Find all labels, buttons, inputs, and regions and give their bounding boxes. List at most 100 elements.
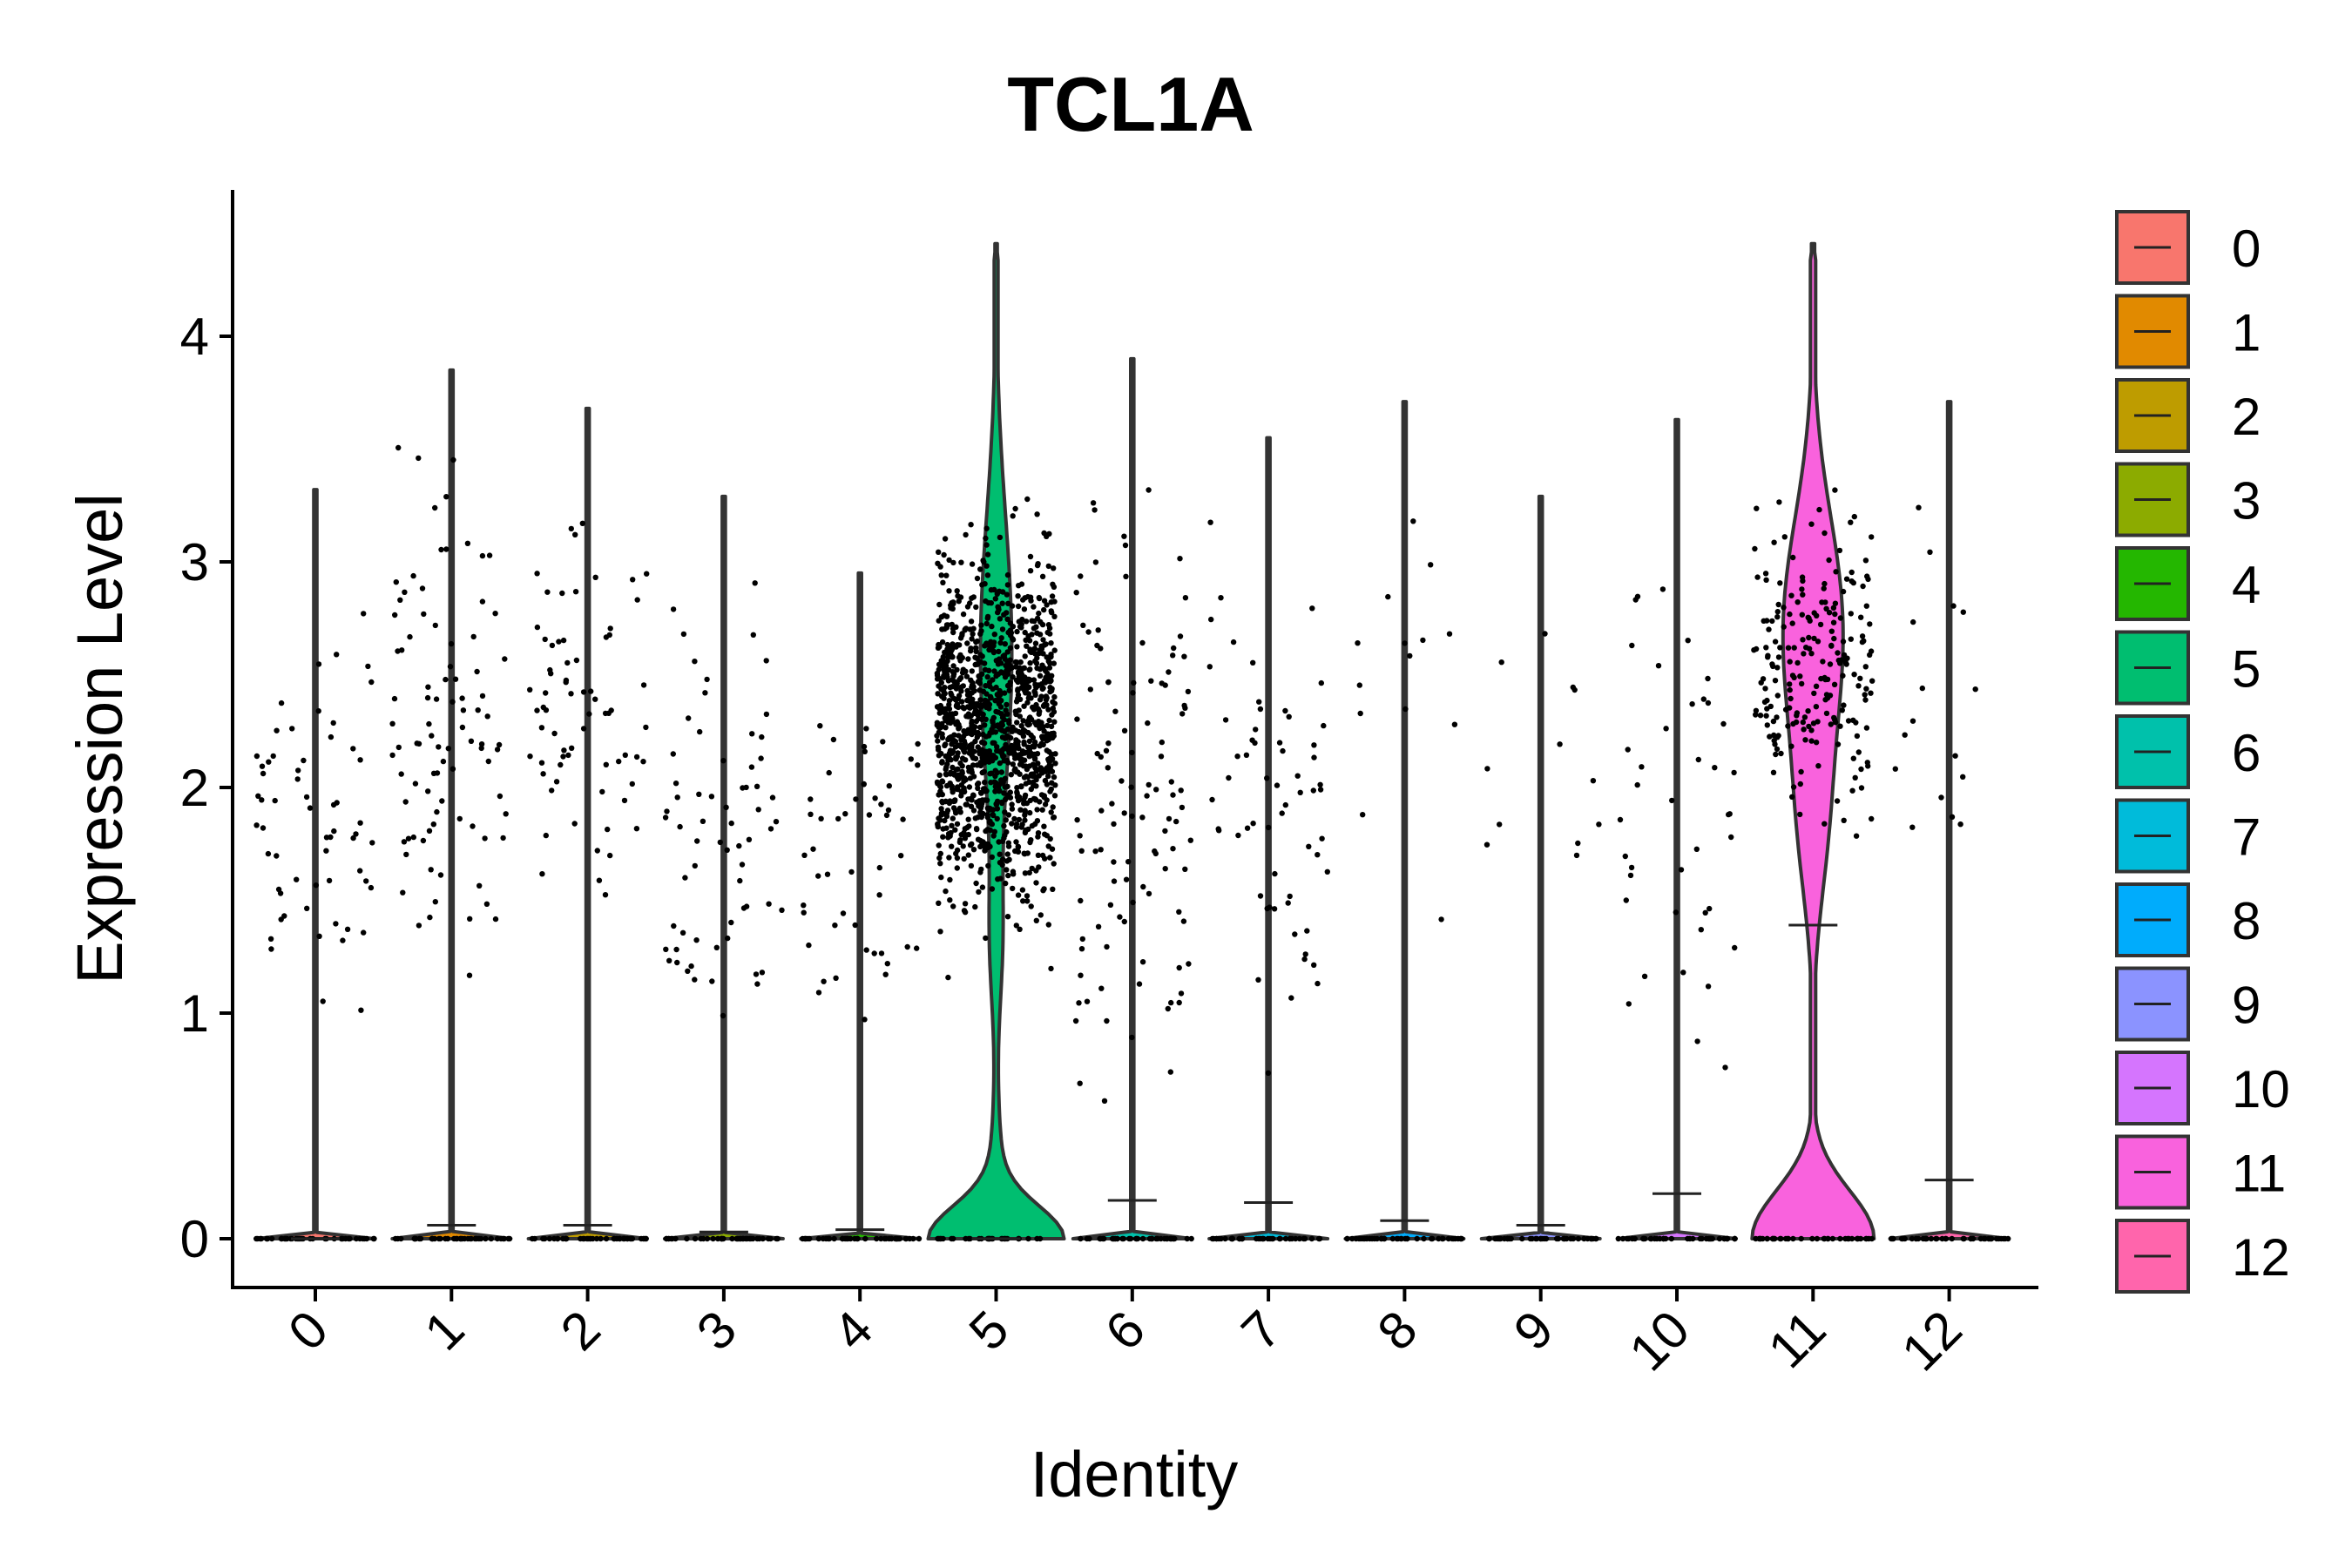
cell-point-zero [1218, 1235, 1224, 1242]
cell-point [977, 724, 983, 731]
cell-point [989, 623, 995, 630]
cell-point [1098, 985, 1105, 991]
cell-point [1092, 507, 1098, 513]
cell-point [1673, 909, 1680, 916]
cell-point [1685, 638, 1691, 644]
cell-point [955, 766, 961, 773]
cell-point [961, 787, 967, 793]
cell-point [1034, 511, 1040, 517]
cell-point [1731, 769, 1737, 776]
legend-label: 0 [2232, 220, 2261, 278]
cell-point [1179, 711, 1186, 717]
violin-9 [1479, 494, 1602, 1240]
cell-point [1286, 713, 1292, 720]
cell-point [1078, 573, 1084, 579]
y-tick-label: 4 [180, 308, 209, 366]
cell-point [1017, 807, 1024, 813]
cell-point [1753, 645, 1760, 652]
cell-point [958, 684, 964, 691]
cell-point [1005, 600, 1011, 606]
cell-point [980, 702, 986, 708]
cell-point [1960, 609, 1966, 615]
cell-point [1815, 763, 1821, 769]
cell-point [938, 686, 944, 693]
cell-point [1098, 808, 1105, 814]
cell-point [720, 1012, 727, 1019]
cell-point [1623, 897, 1630, 903]
cell-point [424, 694, 431, 701]
cell-point [1044, 602, 1050, 608]
cell-point [497, 793, 504, 800]
cell-point [972, 654, 978, 660]
cell-point [946, 706, 953, 712]
cell-point [1049, 593, 1056, 599]
legend-label: 8 [2232, 892, 2261, 950]
cell-point-zero [494, 1235, 501, 1242]
cell-point [991, 668, 997, 674]
cell-point [1007, 620, 1014, 626]
cell-point [1005, 760, 1011, 766]
cell-point-zero [1315, 1235, 1322, 1242]
cell-point [1858, 785, 1865, 791]
cell-point [333, 921, 339, 927]
cell-point-zero [916, 1235, 923, 1242]
cell-point [1048, 786, 1055, 793]
legend-label: 10 [2232, 1060, 2290, 1119]
cell-point [942, 691, 948, 697]
cell-point [1044, 694, 1050, 701]
legend-label: 11 [2232, 1145, 2286, 1203]
cell-point [973, 707, 979, 713]
cell-point [974, 575, 981, 582]
cell-point [1079, 936, 1086, 943]
cell-point [1753, 712, 1759, 718]
cell-point [962, 826, 969, 832]
cell-point [936, 710, 943, 716]
cell-point [1045, 658, 1052, 665]
cell-point [1024, 721, 1031, 727]
cell-point [973, 639, 979, 645]
cell-point-zero [1519, 1235, 1525, 1242]
cell-point [1000, 754, 1006, 760]
cell-point [950, 903, 956, 909]
cell-point [1207, 519, 1213, 525]
cell-point [549, 787, 555, 794]
cell-point [824, 871, 831, 877]
cell-point [863, 947, 869, 953]
legend-item-0: 0 [2115, 210, 2261, 285]
cell-point [801, 909, 807, 916]
y-tick-label: 3 [180, 533, 209, 591]
cell-point [1294, 773, 1301, 779]
cell-point [402, 589, 408, 595]
cell-point [1168, 999, 1174, 1006]
cell-point-zero [429, 1235, 435, 1242]
cell-point [1004, 591, 1010, 598]
cell-point [1004, 582, 1011, 588]
cell-point [990, 758, 996, 764]
cell-point [1617, 816, 1624, 823]
cell-point [936, 723, 943, 729]
cell-point [1769, 618, 1775, 625]
cell-point [947, 684, 953, 691]
cell-point-zero [2005, 1235, 2011, 1242]
cell-point [1019, 887, 1026, 893]
cell-point [1837, 723, 1843, 729]
cell-point [975, 660, 981, 667]
cell-point [1865, 763, 1871, 769]
cell-point [964, 604, 971, 610]
cell-point [1092, 559, 1099, 565]
points-cluster-4 [800, 723, 923, 1242]
cell-point-zero [878, 1235, 884, 1242]
cell-point-zero [1188, 1235, 1194, 1242]
cell-point [673, 946, 679, 953]
cell-point [1129, 749, 1135, 756]
cell-point [935, 691, 941, 697]
cell-point [1015, 593, 1021, 599]
cell-point [1867, 652, 1873, 658]
cell-point [1162, 866, 1168, 872]
cell-point [539, 871, 545, 877]
cell-point-zero [854, 1235, 861, 1242]
cell-point [976, 803, 982, 809]
cell-point [274, 727, 280, 733]
cell-point [1806, 634, 1812, 641]
cell-point-zero [1170, 1235, 1177, 1242]
